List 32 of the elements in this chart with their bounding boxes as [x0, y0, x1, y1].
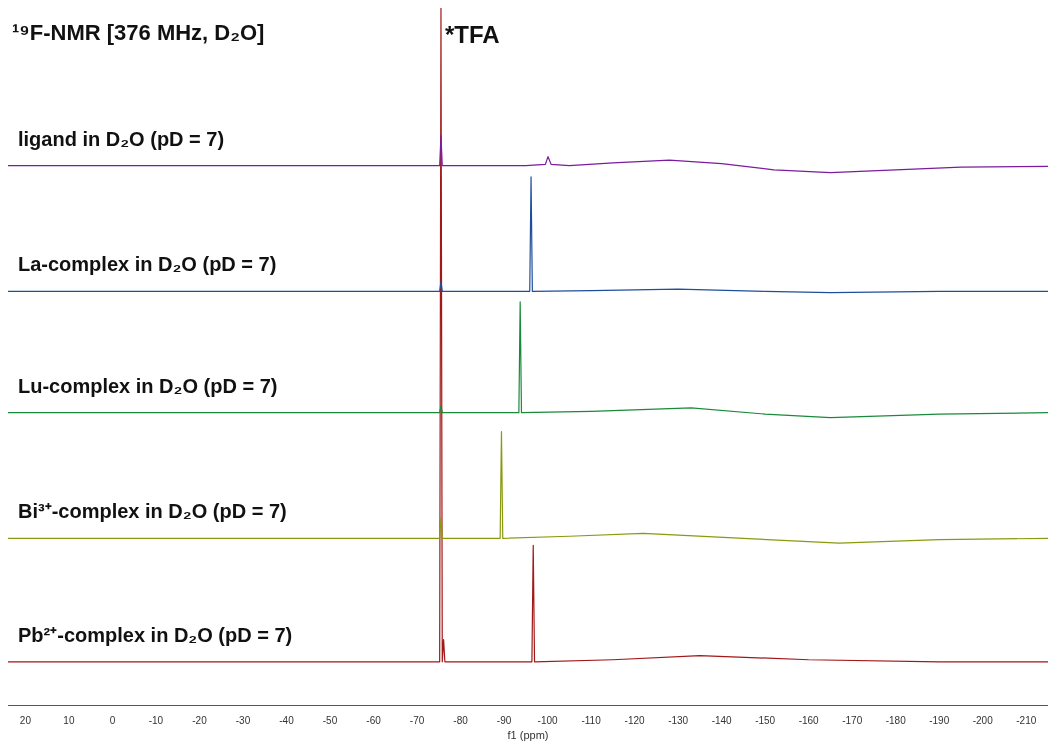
x-tick-label: -150 [755, 714, 776, 726]
x-tick-label: -90 [496, 714, 512, 726]
x-tick-label: -30 [235, 714, 251, 726]
x-tick-label: -200 [972, 714, 994, 726]
x-tick-label: -140 [711, 714, 733, 726]
x-tick-label: -120 [624, 714, 646, 726]
x-tick-label: -180 [885, 714, 907, 726]
x-tick-label: -40 [279, 714, 295, 726]
x-tick-label: 20 [19, 714, 32, 726]
x-tick-label: -50 [322, 714, 338, 726]
x-tick-label: -70 [409, 714, 425, 726]
x-tick-label: -10 [148, 714, 164, 726]
series-label: Pb²⁺-complex in D₂O (pD = 7) [18, 623, 293, 646]
series-label: Lu-complex in D₂O (pD = 7) [18, 374, 278, 397]
x-axis-title: f1 (ppm) [507, 729, 549, 742]
x-tick-label: -60 [366, 714, 382, 726]
annotation: *TFA [444, 20, 500, 48]
text: ¹⁹F-NMR [376 MHz, D₂O] [12, 20, 265, 45]
series-label: ligand in D₂O (pD = 7) [18, 127, 225, 150]
series-label: La-complex in D₂O (pD = 7) [18, 253, 277, 276]
x-tick-label: -130 [668, 714, 689, 726]
series-label: Bi³⁺-complex in D₂O (pD = 7) [18, 500, 287, 523]
x-tick-label: -110 [581, 714, 602, 726]
x-tick-label: -20 [192, 714, 208, 726]
x-tick-label: 10 [63, 714, 75, 726]
x-tick-label: -210 [1016, 714, 1037, 726]
x-tick-label: -190 [929, 714, 950, 726]
x-tick-label: -100 [537, 714, 559, 726]
x-tick-label: -170 [842, 714, 863, 726]
x-tick-label: -160 [798, 714, 820, 726]
x-tick-label: 0 [109, 714, 116, 726]
x-tick-label: -80 [453, 714, 469, 726]
